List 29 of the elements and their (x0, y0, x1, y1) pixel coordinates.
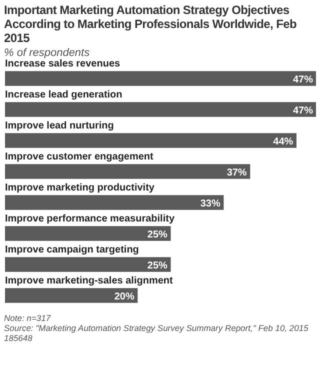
data-label: 44% (273, 136, 294, 148)
bar (5, 195, 224, 210)
text: 185648 (4, 333, 34, 343)
y-tick-label: Improve customer engagement (5, 151, 154, 162)
y-tick-label: Improve campaign targeting (5, 244, 139, 256)
bar (5, 288, 138, 303)
data-label: 25% (147, 260, 168, 272)
data-label: 47% (292, 74, 314, 86)
bar (5, 102, 316, 117)
bar (5, 257, 171, 272)
data-label: 47% (292, 105, 314, 116)
text: Note: n=317 (4, 313, 52, 323)
chart-subtitle: % of respondents (3, 46, 91, 59)
y-tick-label: Increase sales revenues (5, 58, 121, 70)
chart-title: Important Marketing Automation Strategy Objectives According to Marketing Professionals Worldwide, Feb 2015 (3, 2, 298, 45)
y-tick-label: Improve performance measurability (5, 213, 175, 224)
data-label: 20% (114, 291, 134, 302)
bar (5, 133, 296, 148)
y-tick-label: Improve marketing productivity (5, 182, 155, 194)
bar (5, 164, 250, 179)
y-tick-label: Improve lead nurturing (5, 120, 114, 132)
data-label: 37% (226, 167, 247, 178)
y-tick-label: Improve marketing-sales alignment (5, 275, 174, 286)
bar (5, 71, 316, 86)
y-tick-label: Increase lead generation (5, 89, 122, 100)
bar (5, 226, 171, 241)
data-label: 33% (200, 198, 220, 210)
data-label: 25% (147, 229, 168, 240)
source-note: Source: "Marketing Automation Strategy Survey Summary Report," Feb 10, 2015 (4, 323, 310, 333)
